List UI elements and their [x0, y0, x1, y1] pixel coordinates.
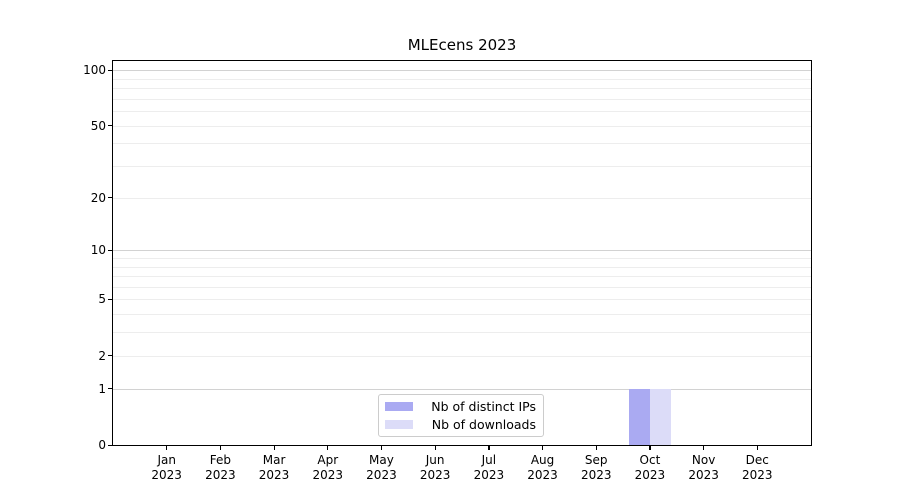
- x-tick-mark: [273, 445, 275, 450]
- x-tick-label: Jun 2023: [419, 453, 451, 482]
- x-tick-label: May 2023: [366, 453, 397, 482]
- legend-item-downloads: Nb of downloads: [385, 416, 536, 433]
- y-tick-label: 20: [90, 190, 106, 205]
- y-tick-label: 10: [90, 243, 106, 258]
- x-tick-label: Mar 2023: [258, 453, 290, 482]
- y-tick-mark: [108, 69, 112, 71]
- x-tick-label: Apr 2023: [312, 453, 344, 482]
- y-tick-label: 1: [98, 381, 106, 396]
- x-tick-label: Aug 2023: [527, 453, 558, 482]
- y-tick-mark: [108, 125, 112, 127]
- y-gridline: [113, 257, 811, 259]
- legend-swatch-distinct-ips: [385, 402, 413, 411]
- y-tick-mark: [108, 249, 112, 251]
- legend-label-downloads: Nb of downloads: [431, 417, 536, 432]
- y-gridline: [113, 266, 811, 268]
- bar-oct-series0: [628, 388, 650, 445]
- y-tick-label: 2: [98, 348, 106, 363]
- y-gridline: [113, 299, 811, 301]
- x-tick-mark: [434, 445, 436, 450]
- x-tick-mark: [756, 445, 758, 450]
- y-tick-label: 0: [98, 438, 106, 452]
- x-tick-mark: [649, 445, 651, 450]
- x-tick-label: Dec 2023: [742, 453, 773, 482]
- y-gridline: [113, 388, 811, 390]
- y-gridline: [113, 355, 811, 357]
- x-tick-mark: [703, 445, 705, 450]
- y-gridline: [113, 78, 811, 80]
- y-gridline: [113, 70, 811, 72]
- x-tick-mark: [219, 445, 222, 450]
- bar-oct-series1: [649, 388, 671, 445]
- x-tick-label: Jul 2023: [473, 453, 505, 482]
- legend-label-distinct-ips: Nb of distinct IPs: [431, 399, 536, 414]
- x-tick-mark: [542, 445, 544, 450]
- x-tick-mark: [166, 445, 168, 450]
- y-tick-label: 5: [98, 292, 106, 307]
- y-gridline: [113, 98, 811, 100]
- y-gridline: [113, 88, 811, 90]
- y-gridline: [113, 314, 811, 316]
- y-gridline: [113, 332, 811, 334]
- legend-item-distinct-ips: Nb of distinct IPs: [385, 398, 536, 415]
- y-gridline: [113, 197, 811, 199]
- y-tick-mark: [108, 444, 112, 446]
- y-tick-label: 100: [83, 63, 106, 78]
- plot-area: [112, 60, 812, 446]
- y-gridline: [113, 276, 811, 278]
- y-tick-mark: [108, 388, 112, 390]
- y-gridline: [113, 111, 811, 113]
- legend-swatch-downloads: [385, 420, 413, 429]
- x-tick-mark: [380, 445, 383, 450]
- y-gridline: [113, 143, 811, 145]
- y-tick-label: 50: [90, 118, 106, 133]
- y-gridline: [113, 166, 811, 168]
- y-tick-mark: [108, 298, 112, 301]
- legend: Nb of distinct IPs Nb of downloads: [378, 394, 544, 437]
- x-tick-mark: [488, 445, 490, 450]
- x-tick-mark: [327, 445, 329, 450]
- y-gridline: [113, 286, 811, 288]
- chart-title: MLEcens 2023: [407, 36, 517, 54]
- x-tick-mark: [595, 445, 597, 450]
- y-tick-mark: [108, 355, 112, 357]
- x-tick-label: Oct 2023: [634, 453, 666, 482]
- y-gridline: [113, 250, 811, 252]
- y-gridline: [113, 125, 811, 127]
- x-tick-label: Nov 2023: [688, 453, 719, 482]
- y-tick-mark: [108, 197, 112, 199]
- x-tick-label: Jan 2023: [151, 453, 182, 482]
- x-tick-label: Feb 2023: [205, 453, 236, 482]
- x-tick-label: Sep 2023: [580, 453, 612, 482]
